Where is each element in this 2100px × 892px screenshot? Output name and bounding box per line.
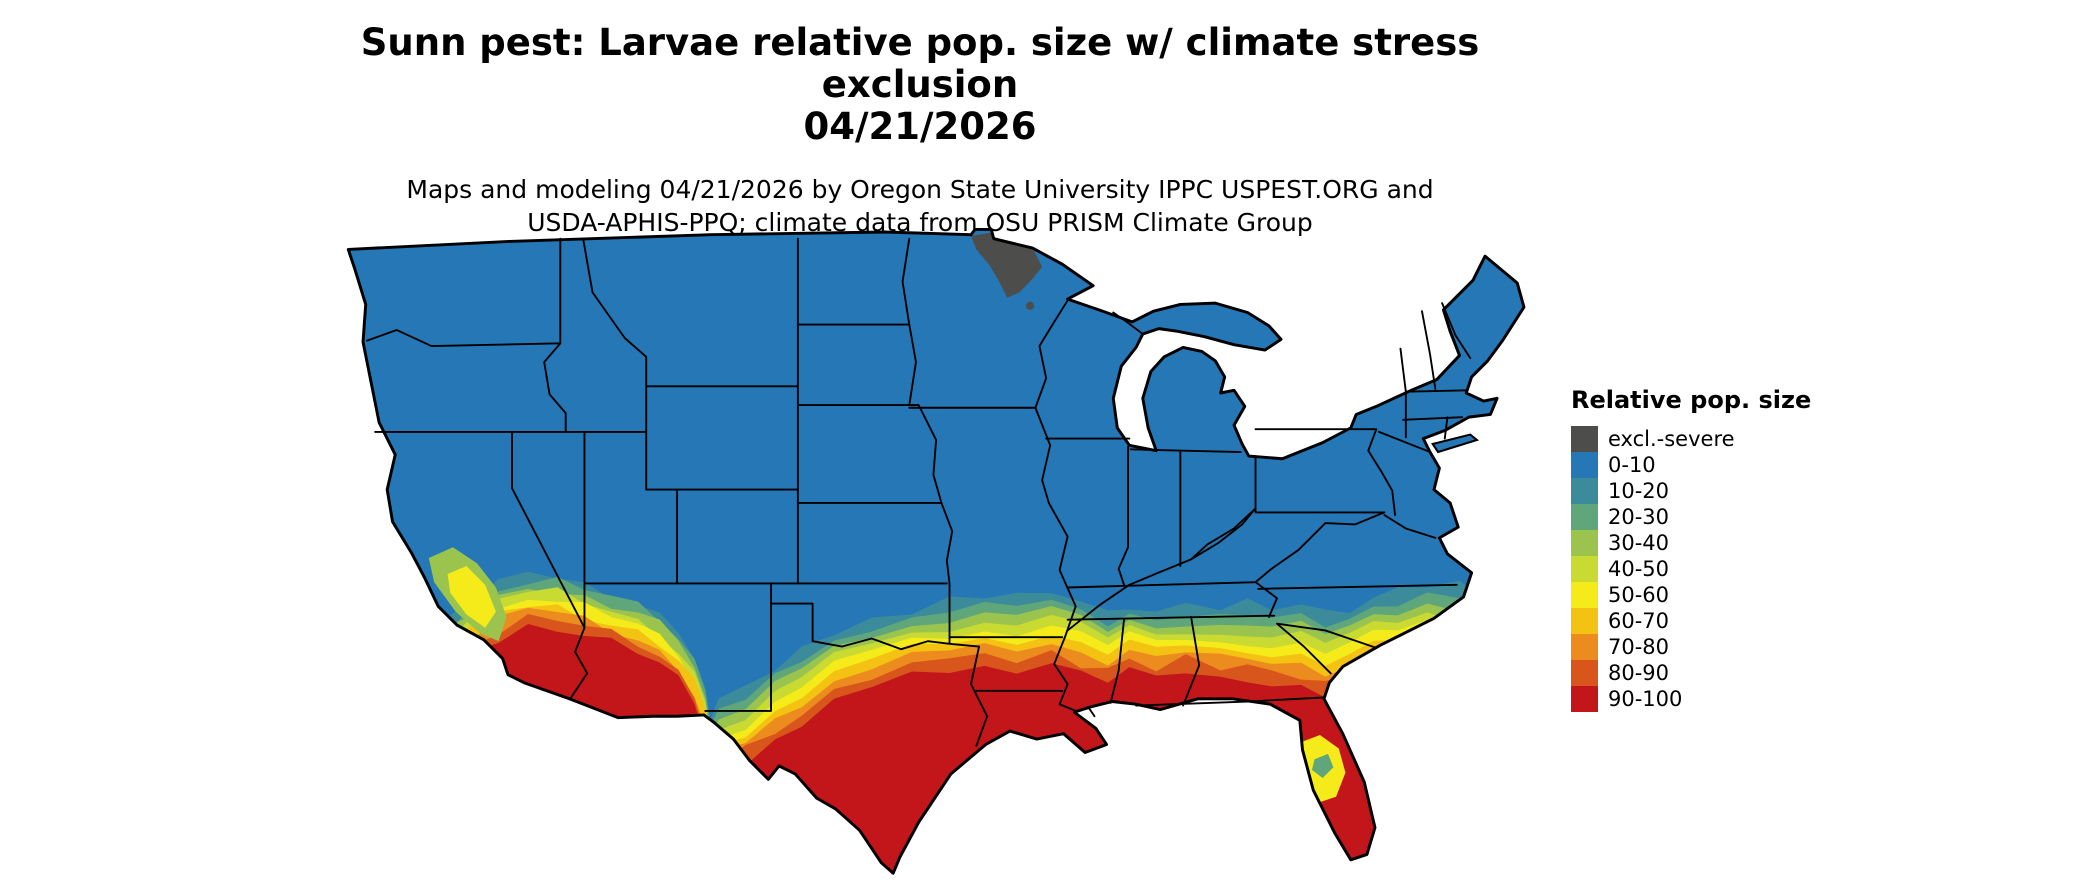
- legend-item: 40-50: [1571, 556, 1811, 582]
- legend-color-swatch: [1571, 426, 1598, 452]
- title-line-2: 04/21/2026: [803, 105, 1037, 149]
- legend-title: Relative pop. size: [1571, 386, 1812, 414]
- us-outline: [346, 228, 1526, 875]
- legend-color-swatch: [1571, 452, 1598, 478]
- legend: Relative pop. size excl.-severe 0-10 10-…: [1571, 386, 1811, 712]
- legend-item: 90-100: [1571, 686, 1811, 712]
- legend-item: 70-80: [1571, 634, 1811, 660]
- legend-item-label: 0-10: [1608, 453, 1656, 477]
- state-borders-northeast: [1254, 302, 1472, 492]
- legend-item: 10-20: [1571, 478, 1811, 504]
- legend-color-swatch: [1571, 686, 1598, 712]
- map-subtitle: Maps and modeling 04/21/2026 by Oregon S…: [308, 173, 1532, 240]
- legend-item-label: 30-40: [1608, 531, 1670, 555]
- legend-item: 80-90: [1571, 660, 1811, 686]
- legend-color-swatch: [1571, 608, 1598, 634]
- title-line-1: Sunn pest: Larvae relative pop. size w/ …: [360, 21, 1480, 107]
- legend-item-label: 20-30: [1608, 505, 1670, 529]
- state-borders-east: [1066, 455, 1458, 707]
- state-borders-west: [366, 237, 948, 712]
- legend-color-swatch: [1571, 504, 1598, 530]
- legend-item: excl.-severe: [1571, 426, 1811, 452]
- legend-color-swatch: [1571, 660, 1598, 686]
- zone-california-valley-core: [447, 566, 496, 628]
- legend-item-label: 90-100: [1608, 687, 1683, 711]
- high-speck: [511, 682, 519, 689]
- legend-item-label: 70-80: [1608, 635, 1670, 659]
- legend-item: 60-70: [1571, 608, 1811, 634]
- legend-item: 50-60: [1571, 582, 1811, 608]
- legend-item: 30-40: [1571, 530, 1811, 556]
- legend-item: 20-30: [1571, 504, 1811, 530]
- title-block: Sunn pest: Larvae relative pop. size w/ …: [308, 21, 1532, 240]
- legend-item-label: 80-90: [1608, 661, 1670, 685]
- population-gradient-bands: [383, 571, 1524, 874]
- legend-color-swatch: [1571, 478, 1598, 504]
- legend-item-label: 60-70: [1608, 609, 1670, 633]
- subtitle-line-1: Maps and modeling 04/21/2026 by Oregon S…: [406, 174, 1434, 204]
- high-speck: [473, 639, 482, 648]
- long-island-outline: [1431, 433, 1480, 454]
- high-speck: [503, 654, 515, 666]
- legend-item-label: 50-60: [1608, 583, 1670, 607]
- map-fill-layer: [348, 229, 1524, 874]
- us-map: [346, 228, 1526, 875]
- zone-central-florida-low: [1311, 753, 1334, 778]
- high-speck: [494, 672, 503, 681]
- legend-item-label: 40-50: [1608, 557, 1670, 581]
- legend-color-swatch: [1571, 530, 1598, 556]
- page-title: Sunn pest: Larvae relative pop. size w/ …: [308, 21, 1532, 149]
- legend-color-swatch: [1571, 582, 1598, 608]
- zone-severe-exclusion-speck: [1026, 301, 1035, 310]
- zone-minnesota-severe-exclusion: [971, 232, 1043, 298]
- legend-color-swatch: [1571, 634, 1598, 660]
- legend-color-swatch: [1571, 556, 1598, 582]
- legend-item: 0-10: [1571, 452, 1811, 478]
- legend-item-label: 10-20: [1608, 479, 1670, 503]
- legend-item-label: excl.-severe: [1608, 427, 1735, 451]
- high-speck: [487, 651, 494, 658]
